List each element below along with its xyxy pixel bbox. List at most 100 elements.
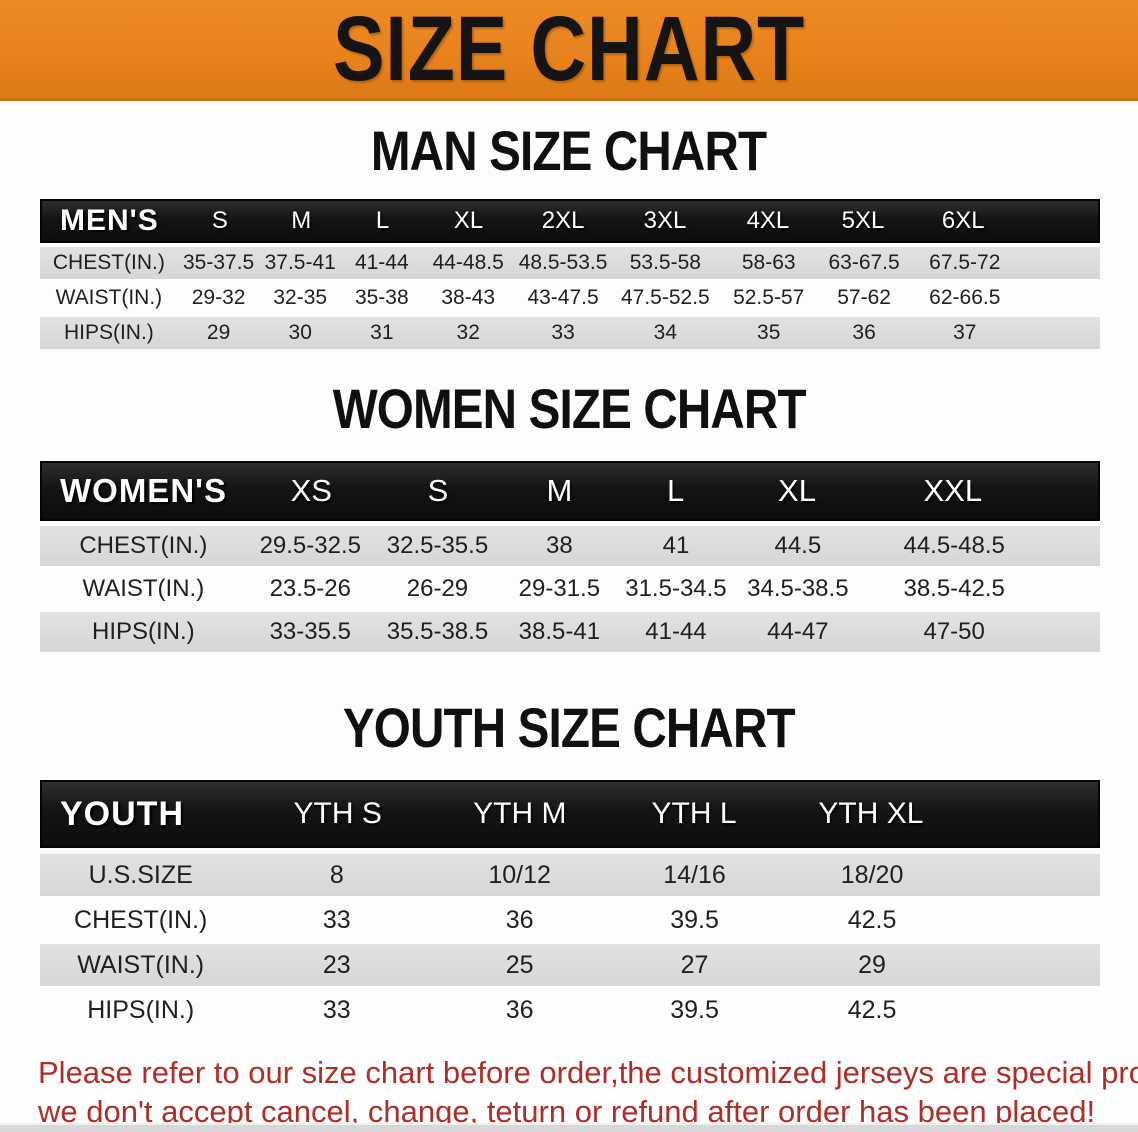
size-column-header: XL: [778, 473, 816, 508]
size-column-header: XL: [453, 207, 484, 234]
table-row: WAIST(IN.) 23 25 27 29: [40, 944, 1100, 986]
table-group-label: YOUTH: [60, 794, 184, 833]
measurement-value: 33: [551, 321, 575, 344]
measurement-value: 38-43: [441, 286, 496, 309]
table-row: U.S.SIZE 8 10/12 14/16 18/20: [40, 854, 1100, 896]
table-group-label: MEN'S: [60, 204, 159, 237]
measurement-value: 32.5-35.5: [386, 532, 489, 559]
size-column-header: L: [375, 207, 390, 234]
measurement-value: 41-44: [645, 618, 707, 645]
size-column-header: XXL: [923, 473, 983, 508]
table-row: WAIST(IN.) 29-32 32-35 35-38 38-43 43-47.5 47.…: [40, 282, 1100, 314]
women-size-table: WOMEN'S XS S M L XL XXL CHEST(IN.) 29.5-32.5 32.5…: [40, 461, 1100, 652]
size-column-header: YTH S: [293, 797, 382, 830]
table-row: HIPS(IN.) 33-35.5 35.5-38.5 38.5-41 41-44 44-…: [40, 612, 1100, 652]
measurement-value: 44.5: [774, 532, 822, 559]
size-column-header: L: [666, 473, 685, 508]
measurement-value: 32: [456, 321, 480, 344]
measurement-value: 18/20: [840, 860, 904, 889]
measurement-value: 36: [852, 321, 876, 344]
measurement-row-label: WAIST(IN.): [55, 286, 163, 309]
measurement-value: 35.5-38.5: [386, 618, 489, 645]
measurement-value: 29: [206, 321, 231, 344]
measurement-row-label: HIPS(IN.): [63, 321, 154, 344]
size-column-header: 5XL: [841, 207, 885, 234]
measurement-value: 38.5-41: [518, 618, 601, 645]
women-section-heading: WOMEN SIZE CHART: [332, 377, 807, 440]
measurement-value: 39.5: [670, 905, 719, 934]
measurement-value: 33-35.5: [269, 618, 351, 645]
measurement-value: 36: [505, 905, 534, 934]
measurement-value: 37: [953, 321, 977, 344]
table-row: WAIST(IN.) 23.5-26 26-29 29-31.5 31.5-34.5 34…: [40, 569, 1100, 609]
measurement-value: 42.5: [847, 905, 897, 934]
measurement-value: 23: [322, 950, 351, 979]
size-column-header: M: [546, 473, 573, 508]
measurement-value: 35: [757, 321, 781, 344]
measurement-row-label: WAIST(IN.): [82, 575, 205, 602]
measurement-value: 44.5-48.5: [903, 532, 1005, 559]
measurement-value: 33: [322, 995, 351, 1024]
measurement-value: 35-37.5: [182, 251, 255, 274]
measurement-row-label: HIPS(IN.): [87, 995, 195, 1024]
measurement-value: 26-29: [406, 575, 469, 602]
measurement-value: 23.5-26: [269, 575, 351, 602]
women-size-section: WOMEN SIZE CHART WOMEN'S XS S M L XL XXL CHEST(…: [0, 377, 1138, 652]
measurement-value: 62-66.5: [929, 286, 1001, 309]
size-column-header: YTH XL: [818, 797, 924, 830]
size-column-header: 3XL: [643, 207, 687, 234]
measurement-value: 35-38: [354, 286, 409, 309]
size-column-header: 2XL: [541, 207, 585, 234]
table-row: HIPS(IN.) 29 30 31 32 33 34 35 36 37: [40, 317, 1100, 349]
measurement-row-label: WAIST(IN.): [77, 950, 205, 979]
measurement-value: 8: [329, 860, 344, 889]
youth-size-table: YOUTH YTH S YTH M YTH L YTH XL U.S.SIZE 8 10/12…: [40, 780, 1100, 1031]
measurement-row-label: U.S.SIZE: [88, 860, 193, 889]
measurement-value: 33: [322, 905, 351, 934]
size-column-header: M: [291, 207, 312, 234]
measurement-value: 44-47: [767, 618, 829, 645]
measurement-value: 29-31.5: [518, 575, 601, 602]
men-size-section: MAN SIZE CHART MEN'S S M L XL 2XL 3XL 4XL 5XL 6XL…: [0, 119, 1138, 349]
men-section-heading: MAN SIZE CHART: [371, 119, 767, 182]
size-column-header: YTH M: [473, 797, 567, 830]
measurement-value: 44-48.5: [432, 251, 504, 274]
measurement-value: 37.5-41: [264, 251, 336, 274]
bottom-edge-strip: [0, 1123, 1138, 1132]
measurement-value: 29: [858, 950, 886, 979]
measurement-value: 29.5-32.5: [259, 532, 361, 559]
measurement-value: 53.5-58: [629, 251, 701, 274]
youth-size-section: YOUTH SIZE CHART YOUTH YTH S YTH M YTH L YTH…: [0, 700, 1138, 1031]
table-group-label: WOMEN'S: [60, 472, 228, 509]
size-column-header: S: [211, 207, 228, 234]
measurement-value: 32-35: [273, 286, 328, 309]
measurement-value: 52.5-57: [733, 286, 805, 309]
men-size-table: MEN'S S M L XL 2XL 3XL 4XL 5XL 6XL CHEST(IN.) 35-37…: [40, 199, 1100, 349]
measurement-value: 39.5: [670, 995, 719, 1024]
measurement-value: 29-32: [191, 286, 246, 309]
order-disclaimer: Please refer to our size chart before or…: [38, 1053, 1138, 1131]
table-row: CHEST(IN.) 29.5-32.5 32.5-35.5 38 41 44.5 44.5…: [40, 526, 1100, 566]
disclaimer-line-1: Please refer to our size chart before or…: [38, 1055, 1138, 1090]
measurement-value: 34: [653, 321, 678, 344]
measurement-value: 25: [505, 950, 534, 979]
measurement-value: 41: [662, 532, 690, 559]
measurement-value: 48.5-53.5: [518, 251, 608, 274]
measurement-value: 58-63: [741, 251, 796, 274]
measurement-row-label: HIPS(IN.): [92, 618, 195, 645]
measurement-value: 38: [546, 532, 573, 559]
measurement-value: 47.5-52.5: [620, 286, 710, 309]
measurement-value: 47-50: [923, 618, 985, 645]
measurement-value: 14/16: [663, 860, 726, 889]
table-header-row: WOMEN'S XS S M L XL XXL: [40, 461, 1100, 521]
size-column-header: 4XL: [746, 207, 790, 234]
banner-title: SIZE CHART: [332, 0, 806, 100]
measurement-row-label: CHEST(IN.): [79, 532, 208, 559]
table-header-row: MEN'S S M L XL 2XL 3XL 4XL 5XL 6XL: [40, 199, 1100, 243]
measurement-value: 41-44: [354, 251, 409, 274]
measurement-value: 63-67.5: [828, 251, 900, 274]
measurement-value: 30: [288, 321, 312, 344]
measurement-value: 31: [370, 321, 394, 344]
size-chart-banner: SIZE CHART: [0, 0, 1138, 101]
